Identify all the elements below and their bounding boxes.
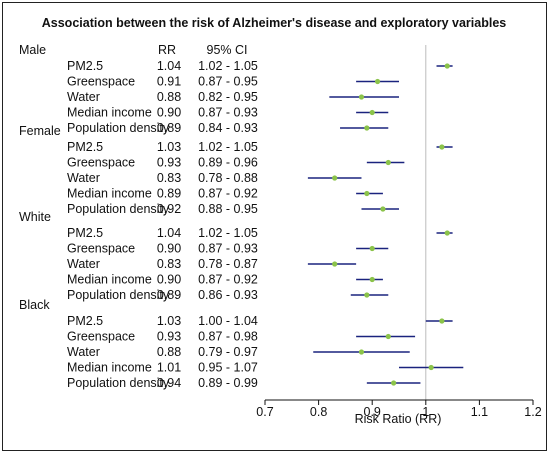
ci-value: 1.02 - 1.05 [198,226,258,240]
point-estimate [332,175,338,181]
ci-value: 0.87 - 0.93 [198,242,258,256]
ci-value: 0.89 - 0.99 [198,376,258,390]
row-label: Median income [67,273,152,287]
rr-value: 1.03 [157,314,181,328]
row-label: PM2.5 [67,226,103,240]
rr-value: 1.04 [157,226,181,240]
ci-value: 0.82 - 0.95 [198,90,258,104]
x-tick-label: 0.7 [256,405,273,419]
x-axis-label: Risk Ratio (RR) [355,412,442,426]
x-tick-label: 1.2 [524,405,541,419]
point-estimate [364,125,370,131]
rr-value: 0.93 [157,330,181,344]
rr-value: 0.92 [157,202,181,216]
ci-value: 0.88 - 0.95 [198,202,258,216]
point-estimate [364,190,370,197]
rr-value: 0.89 [157,288,181,302]
row-label: Water [67,257,100,271]
ci-value: 0.89 - 0.96 [198,156,258,170]
group-label-white: White [19,210,51,224]
rr-value: 0.93 [157,156,181,170]
figure-frame: Association between the risk of Alzheime… [2,2,547,451]
row-label: Population density [67,202,170,216]
row-label: Median income [67,106,152,120]
point-estimate [364,292,370,298]
point-estimate [358,349,365,355]
ci-value: 0.78 - 0.87 [198,257,258,271]
row-label: Population density [67,121,170,135]
rr-value: 0.90 [157,273,181,287]
row-label: Population density [67,288,170,302]
rr-value: 1.03 [157,140,181,154]
row-label: Greenspace [67,156,135,170]
ci-value: 0.95 - 1.07 [198,361,258,375]
ci-value: 0.87 - 0.98 [198,330,258,344]
point-estimate [444,63,450,69]
forest-plot: Association between the risk of Alzheime… [19,16,542,426]
point-estimate [369,109,375,116]
ci-value: 0.84 - 0.93 [198,121,258,135]
rr-value: 0.94 [157,376,181,390]
rr-column-header: RR [158,43,176,57]
ci-value: 1.00 - 1.04 [198,314,258,328]
point-estimate [439,144,445,150]
point-estimate [385,159,391,166]
rr-value: 0.83 [157,257,181,271]
x-tick-label: 0.8 [310,405,327,419]
group-label-male: Male [19,43,46,57]
row-label: Greenspace [67,242,135,256]
point-estimate [428,364,434,371]
point-estimate [439,318,445,324]
rr-value: 1.04 [157,59,181,73]
ci-value: 1.02 - 1.05 [198,59,258,73]
point-estimate [444,230,450,236]
row-label: Greenspace [67,75,135,89]
point-estimate [374,78,381,85]
rr-value: 0.89 [157,187,181,201]
point-estimate [369,276,375,283]
rr-value: 1.01 [157,361,181,375]
rr-value: 0.88 [157,90,181,104]
row-label: Water [67,90,100,104]
ci-value: 0.87 - 0.93 [198,106,258,120]
rr-value: 0.83 [157,171,181,185]
ci-value: 0.78 - 0.88 [198,171,258,185]
group-label-female: Female [19,124,61,138]
ci-value: 0.87 - 0.95 [198,75,258,89]
row-label: PM2.5 [67,59,103,73]
point-estimate [391,380,397,386]
point-estimate [369,245,375,252]
ci-value: 0.87 - 0.92 [198,187,258,201]
ci-value: 0.79 - 0.97 [198,345,258,359]
point-estimate [332,261,338,267]
point-estimate [380,206,386,212]
rr-value: 0.91 [157,75,181,89]
row-label: Median income [67,187,152,201]
ci-value: 1.02 - 1.05 [198,140,258,154]
ci-value: 0.86 - 0.93 [198,288,258,302]
rr-value: 0.90 [157,242,181,256]
row-label: PM2.5 [67,140,103,154]
row-label: Greenspace [67,330,135,344]
row-label: Population density [67,376,170,390]
row-label: PM2.5 [67,314,103,328]
row-label: Median income [67,361,152,375]
row-label: Water [67,345,100,359]
ci-column-header: 95% CI [207,43,248,57]
plot-area: 0.7 0.8 0.9 1 1.1 1.2 [256,45,542,419]
row-label: Water [67,171,100,185]
group-label-black: Black [19,298,50,312]
ci-value: 0.87 - 0.92 [198,273,258,287]
rr-value: 0.88 [157,345,181,359]
rr-value: 0.90 [157,106,181,120]
point-estimate [385,333,391,340]
x-tick-label: 1 [422,405,429,419]
x-tick-label: 1.1 [471,405,488,419]
chart-title: Association between the risk of Alzheime… [42,16,507,30]
point-estimate [358,94,365,100]
x-tick-label: 0.9 [364,405,381,419]
rr-value: 0.89 [157,121,181,135]
